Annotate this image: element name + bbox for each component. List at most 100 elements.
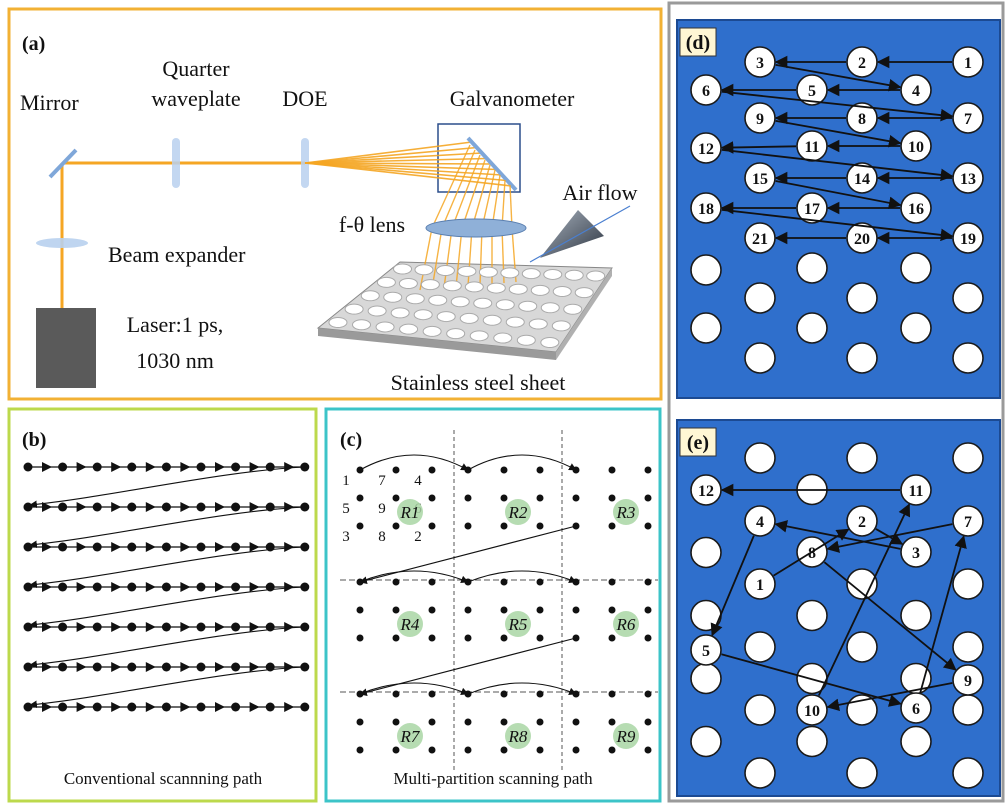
panel-label: (b) [22, 429, 46, 451]
scan-point [572, 718, 580, 726]
scan-arrow [284, 582, 295, 592]
scan-point [392, 746, 400, 754]
order-number: 5 [342, 501, 350, 517]
region-label: R2 [508, 503, 528, 522]
scan-order-arrow [775, 63, 902, 92]
region-label: R3 [616, 503, 636, 522]
scan-arrow [42, 582, 52, 592]
scan-point [500, 522, 508, 530]
hole [952, 568, 984, 600]
sheet-hole [446, 328, 466, 340]
scan-point [356, 718, 364, 726]
laser-beam [304, 146, 478, 164]
scan-point [392, 494, 400, 502]
f-theta-lens [425, 218, 527, 238]
scan-arrow [145, 502, 156, 512]
air-nozzle [540, 210, 604, 258]
order-number: 1 [342, 473, 350, 489]
scan-arrow [42, 462, 52, 472]
beam-expander [36, 238, 88, 248]
region-badge [613, 723, 639, 749]
hole [744, 757, 776, 789]
region-badge [397, 723, 423, 749]
sheet-hole [413, 309, 433, 321]
sheet-hole [360, 290, 380, 302]
hole [744, 282, 776, 314]
sheet-hole [493, 332, 513, 344]
laser-beam [304, 152, 483, 164]
scan-arrow [42, 542, 52, 552]
sheet-hole [398, 278, 418, 290]
lens-label: f-θ lens [339, 212, 405, 237]
scan-point [536, 718, 544, 726]
partition-jump [359, 570, 469, 583]
scan-point [392, 690, 400, 698]
sheet-hole [442, 280, 462, 292]
hole [690, 312, 722, 344]
scan-point [300, 702, 310, 712]
scan-arrow [42, 622, 52, 632]
sheet-hole [457, 265, 477, 277]
scan-arrow [284, 502, 295, 512]
sheet-hole [390, 307, 410, 319]
scan-point [608, 494, 616, 502]
waveplate-label: waveplate [151, 86, 240, 111]
scan-point [572, 494, 580, 502]
hole-number: 12 [698, 141, 714, 158]
region-label: R1 [400, 503, 420, 522]
hole-number: 11 [804, 139, 819, 156]
scan-point [464, 746, 472, 754]
scan-arrow [215, 542, 225, 552]
hole-number: 6 [912, 701, 920, 718]
sheet-hole [399, 323, 419, 335]
scan-arrow [180, 702, 191, 712]
scan-arrow [180, 582, 191, 592]
scan-point [464, 522, 472, 530]
sheet-hole [383, 291, 403, 303]
laser-beam [304, 162, 508, 182]
partition-jump [359, 682, 469, 695]
scan-arrow [249, 582, 260, 592]
scan-point [500, 690, 508, 698]
hole-number: 19 [960, 231, 976, 248]
sheet-hole [422, 325, 442, 337]
hole [900, 312, 932, 344]
hole [744, 631, 776, 663]
scan-point [356, 606, 364, 614]
scan-order-arrow [721, 148, 954, 182]
hole-number: 2 [858, 55, 866, 72]
laser-beam [481, 169, 496, 229]
scan-point [536, 494, 544, 502]
scan-arrow [76, 502, 87, 512]
hole [952, 757, 984, 789]
hole [952, 282, 984, 314]
scan-point [536, 578, 544, 586]
scan-arrow [249, 702, 260, 712]
scan-arrow [215, 582, 225, 592]
scan-point [428, 690, 436, 698]
galvo-mirror [466, 136, 518, 192]
hole-number: 3 [756, 55, 764, 72]
quarter-waveplate [172, 138, 180, 188]
scan-point [392, 634, 400, 642]
laser-beam [304, 141, 473, 164]
scan-order-arrow [775, 119, 902, 148]
sheet-hole [540, 302, 560, 314]
hole [690, 725, 722, 758]
laser-beam [479, 227, 483, 286]
sheet-hole [375, 321, 395, 333]
hole-number: 5 [808, 83, 816, 100]
scan-point [608, 578, 616, 586]
sheet-hole [516, 334, 536, 346]
scan-point [644, 466, 652, 474]
partition-jump [467, 570, 577, 583]
panel-label: (c) [340, 429, 362, 451]
scan-arrow [249, 502, 260, 512]
scan-point [644, 606, 652, 614]
sheet-hole [521, 268, 541, 280]
scan-point [392, 522, 400, 530]
return-path [29, 546, 306, 589]
partition-jump [359, 637, 577, 696]
scan-point [428, 718, 436, 726]
hole-number: 1 [964, 55, 972, 72]
